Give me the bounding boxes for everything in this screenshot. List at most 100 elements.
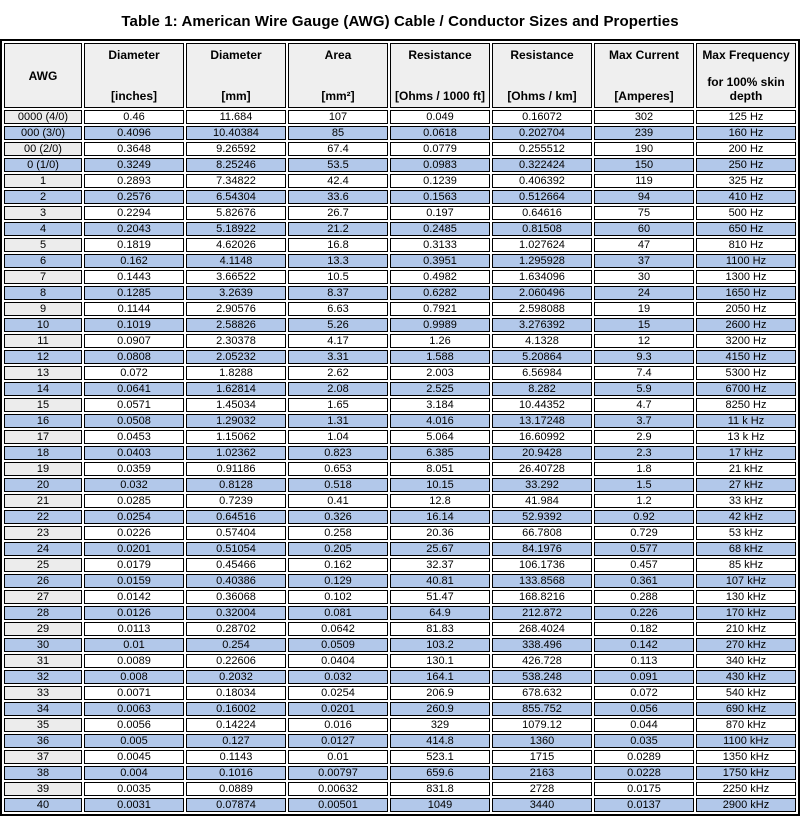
value-cell: 0.032 [288, 670, 388, 684]
value-cell: 0.3249 [84, 158, 184, 172]
value-cell: 1.26 [390, 334, 490, 348]
value-cell: 2.003 [390, 366, 490, 380]
value-cell: 870 kHz [696, 718, 796, 732]
value-cell: 0.41 [288, 494, 388, 508]
value-cell: 67.4 [288, 142, 388, 156]
value-cell: 2.62 [288, 366, 388, 380]
table-row: 20 0.032 0.8128 0.518 10.15 33.292 1.5 27 kHz [4, 478, 796, 492]
column-label: Diameter [108, 48, 160, 62]
table-row: 19 0.0359 0.91186 0.653 8.051 26.40728 1.8 21 k… [4, 462, 796, 476]
value-cell: 0.288 [594, 590, 694, 604]
value-cell: 0.0201 [288, 702, 388, 716]
value-cell: 1.634096 [492, 270, 592, 284]
value-cell: 133.8568 [492, 574, 592, 588]
value-cell: 0.0907 [84, 334, 184, 348]
value-cell: 0.0137 [594, 798, 694, 812]
value-cell: 6.56984 [492, 366, 592, 380]
value-cell: 0.653 [288, 462, 388, 476]
table-row: 5 0.1819 4.62026 16.8 0.3133 1.027624 47 810 Hz [4, 238, 796, 252]
value-cell: 329 [390, 718, 490, 732]
value-cell: 0.0808 [84, 350, 184, 364]
value-cell: 16.8 [288, 238, 388, 252]
value-cell: 0.032 [84, 478, 184, 492]
value-cell: 0.57404 [186, 526, 286, 540]
value-cell: 810 Hz [696, 238, 796, 252]
value-cell: 6.63 [288, 302, 388, 316]
awg-cell: 1 [4, 174, 82, 188]
value-cell: 33.6 [288, 190, 388, 204]
value-cell: 16.60992 [492, 430, 592, 444]
awg-cell: 0000 (4/0) [4, 110, 82, 124]
awg-cell: 19 [4, 462, 82, 476]
value-cell: 3.31 [288, 350, 388, 364]
awg-cell: 30 [4, 638, 82, 652]
value-cell: 10.40384 [186, 126, 286, 140]
value-cell: 0.072 [594, 686, 694, 700]
value-cell: 5.82676 [186, 206, 286, 220]
value-cell: 168.8216 [492, 590, 592, 604]
value-cell: 5.18922 [186, 222, 286, 236]
value-cell: 24 [594, 286, 694, 300]
table-row: 27 0.0142 0.36068 0.102 51.47 168.8216 0.288 13… [4, 590, 796, 604]
value-cell: 13 k Hz [696, 430, 796, 444]
table-row: 17 0.0453 1.15062 1.04 5.064 16.60992 2.9 13 k … [4, 430, 796, 444]
value-cell: 206.9 [390, 686, 490, 700]
value-cell: 2.060496 [492, 286, 592, 300]
column-header: Max Current [Amperes] [594, 43, 694, 108]
value-cell: 3.7 [594, 414, 694, 428]
value-cell: 268.4024 [492, 622, 592, 636]
table-row: 7 0.1443 3.66522 10.5 0.4982 1.634096 30 1300 H… [4, 270, 796, 284]
value-cell: 1.45034 [186, 398, 286, 412]
value-cell: 0.197 [390, 206, 490, 220]
value-cell: 0.0983 [390, 158, 490, 172]
value-cell: 1100 kHz [696, 734, 796, 748]
value-cell: 5300 Hz [696, 366, 796, 380]
value-cell: 1.31 [288, 414, 388, 428]
value-cell: 81.83 [390, 622, 490, 636]
value-cell: 0.016 [288, 718, 388, 732]
column-label: AWG [28, 69, 58, 83]
value-cell: 0.0404 [288, 654, 388, 668]
awg-cell: 39 [4, 782, 82, 796]
value-cell: 9.26592 [186, 142, 286, 156]
value-cell: 42.4 [288, 174, 388, 188]
value-cell: 1.8 [594, 462, 694, 476]
awg-cell: 33 [4, 686, 82, 700]
value-cell: 53.5 [288, 158, 388, 172]
table-row: 12 0.0808 2.05232 3.31 1.588 5.20864 9.3 4150 H… [4, 350, 796, 364]
awg-cell: 34 [4, 702, 82, 716]
value-cell: 20.36 [390, 526, 490, 540]
value-cell: 3.66522 [186, 270, 286, 284]
value-cell: 0.64616 [492, 206, 592, 220]
value-cell: 0.004 [84, 766, 184, 780]
value-cell: 3200 Hz [696, 334, 796, 348]
value-cell: 4.62026 [186, 238, 286, 252]
value-cell: 2.30378 [186, 334, 286, 348]
column-header: Max Frequency for 100% skin depth [696, 43, 796, 108]
value-cell: 831.8 [390, 782, 490, 796]
value-cell: 0.2043 [84, 222, 184, 236]
value-cell: 3.276392 [492, 318, 592, 332]
table-row: 000 (3/0) 0.4096 10.40384 85 0.0618 0.202704 2… [4, 126, 796, 140]
table-row: 40 0.0031 0.07874 0.00501 1049 3440 0.0137 2900… [4, 798, 796, 812]
value-cell: 0.005 [84, 734, 184, 748]
awg-cell: 7 [4, 270, 82, 284]
value-cell: 1.588 [390, 350, 490, 364]
table-row: 0000 (4/0) 0.46 11.684 107 0.049 0.16072 302 12… [4, 110, 796, 124]
value-cell: 2.05232 [186, 350, 286, 364]
awg-cell: 9 [4, 302, 82, 316]
value-cell: 40.81 [390, 574, 490, 588]
table-row: 1 0.2893 7.34822 42.4 0.1239 0.406392 119 325 H… [4, 174, 796, 188]
awg-cell: 16 [4, 414, 82, 428]
value-cell: 2900 kHz [696, 798, 796, 812]
value-cell: 2600 Hz [696, 318, 796, 332]
value-cell: 523.1 [390, 750, 490, 764]
value-cell: 1750 kHz [696, 766, 796, 780]
awg-cell: 10 [4, 318, 82, 332]
value-cell: 0.518 [288, 478, 388, 492]
column-header-content: Resistance [Ohms / km] [495, 48, 589, 104]
value-cell: 0.91186 [186, 462, 286, 476]
value-cell: 0.049 [390, 110, 490, 124]
value-cell: 0.0175 [594, 782, 694, 796]
value-cell: 0.008 [84, 670, 184, 684]
